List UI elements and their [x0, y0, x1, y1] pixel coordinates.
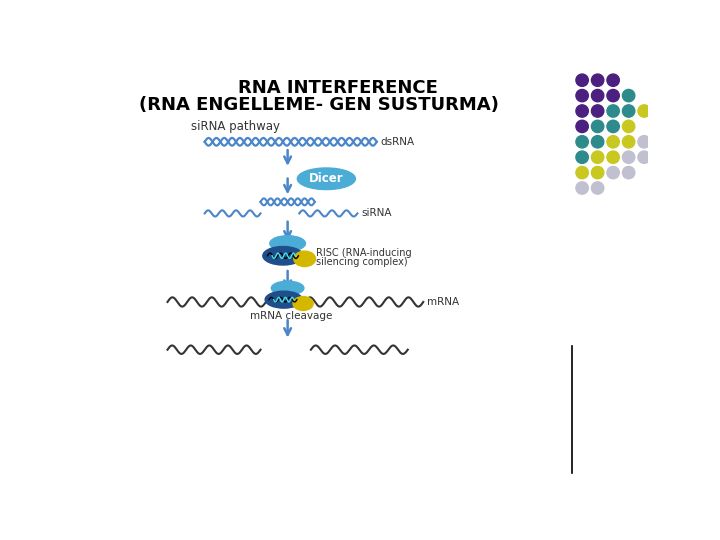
Circle shape: [576, 182, 588, 194]
Ellipse shape: [293, 296, 313, 310]
Circle shape: [576, 120, 588, 132]
Circle shape: [591, 151, 604, 164]
Circle shape: [638, 105, 650, 117]
Circle shape: [576, 74, 588, 86]
Text: RISC (RNA-inducing: RISC (RNA-inducing: [315, 248, 411, 258]
Ellipse shape: [263, 247, 303, 265]
Text: silencing complex): silencing complex): [315, 257, 407, 267]
Circle shape: [622, 151, 635, 164]
Circle shape: [607, 120, 619, 132]
Circle shape: [576, 136, 588, 148]
Circle shape: [576, 105, 588, 117]
Text: RNA INTERFERENCE: RNA INTERFERENCE: [238, 79, 438, 97]
Text: siRNA: siRNA: [361, 208, 392, 218]
Text: Dicer: Dicer: [309, 172, 343, 185]
Circle shape: [607, 90, 619, 102]
Text: dsRNA: dsRNA: [381, 137, 415, 147]
Circle shape: [576, 166, 588, 179]
Ellipse shape: [270, 236, 305, 251]
Text: mRNA cleavage: mRNA cleavage: [251, 311, 333, 321]
Circle shape: [576, 90, 588, 102]
Ellipse shape: [271, 281, 304, 295]
Circle shape: [622, 120, 635, 132]
Text: (RNA ENGELLEME- GEN SUSTURMA): (RNA ENGELLEME- GEN SUSTURMA): [139, 96, 498, 114]
Circle shape: [607, 74, 619, 86]
Circle shape: [591, 105, 604, 117]
Circle shape: [591, 182, 604, 194]
Text: siRNA pathway: siRNA pathway: [191, 120, 280, 133]
Circle shape: [591, 120, 604, 132]
Circle shape: [607, 151, 619, 164]
Circle shape: [591, 136, 604, 148]
Circle shape: [591, 166, 604, 179]
Circle shape: [607, 166, 619, 179]
Circle shape: [622, 90, 635, 102]
Ellipse shape: [294, 251, 315, 267]
Circle shape: [622, 136, 635, 148]
Ellipse shape: [265, 291, 302, 308]
Circle shape: [591, 90, 604, 102]
Circle shape: [638, 151, 650, 164]
Circle shape: [638, 136, 650, 148]
Circle shape: [622, 105, 635, 117]
Text: mRNA: mRNA: [427, 297, 459, 307]
Circle shape: [576, 151, 588, 164]
Circle shape: [622, 166, 635, 179]
Ellipse shape: [297, 168, 356, 190]
Circle shape: [607, 105, 619, 117]
Circle shape: [607, 136, 619, 148]
Circle shape: [591, 74, 604, 86]
